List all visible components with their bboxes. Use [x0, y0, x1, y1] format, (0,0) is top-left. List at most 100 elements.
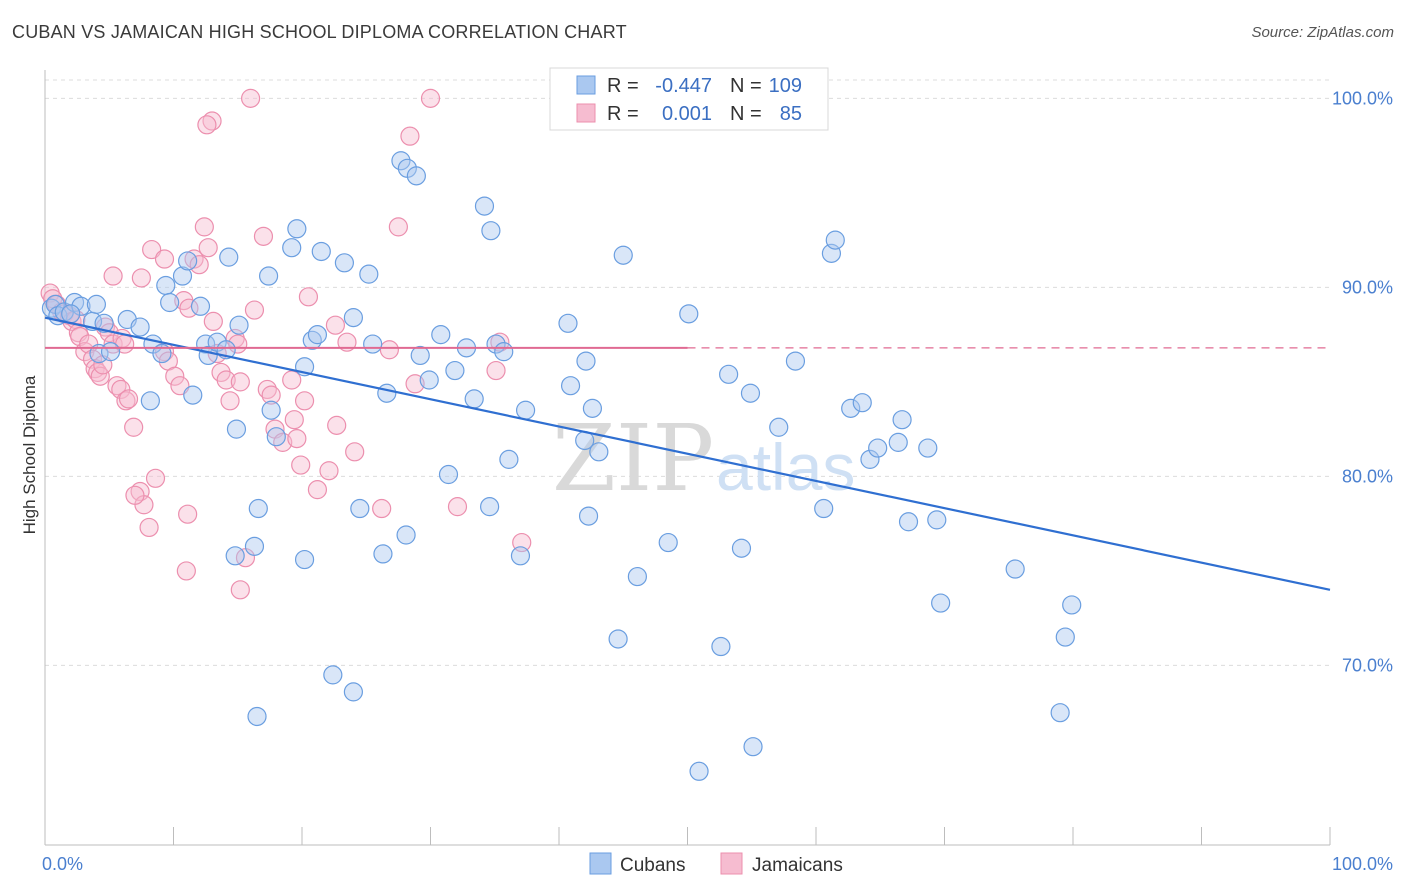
cubans-point-31	[287, 219, 307, 239]
cubans-point-33	[302, 330, 322, 350]
y-tick-label-70: 70.0%	[1342, 655, 1393, 675]
jamaicans-point-88	[405, 374, 425, 394]
jamaicans-point-29	[139, 517, 159, 538]
jamaicans-point-84	[486, 360, 506, 381]
y-tick-labels: 70.0% 80.0% 90.0% 100.0%	[1332, 88, 1393, 675]
cubans-point-59	[582, 398, 603, 418]
cubans-point-44	[410, 345, 430, 366]
jamaicans-point-81	[131, 268, 151, 288]
jamaicans-point-80	[154, 249, 175, 269]
cubans-point-11	[130, 317, 150, 337]
jamaicans-point-87	[327, 415, 347, 435]
cubans-point-24	[229, 315, 249, 335]
cubans-point-98	[627, 566, 647, 587]
jamaicans-point-51	[253, 226, 274, 246]
correlation-legend: R = -0.447 N = 109 R = 0.001 N = 85	[549, 67, 829, 131]
y-axis-label: High School Diploma	[20, 375, 39, 534]
jamaicans-point-38	[189, 255, 209, 275]
y-tick-label-90: 90.0%	[1342, 277, 1393, 297]
jamaicans-point-39	[194, 217, 214, 237]
jamaicans-point-25	[118, 389, 139, 409]
cubans-point-50	[474, 196, 495, 216]
cubans-point-90	[343, 682, 363, 702]
cubans-point-14	[156, 275, 176, 296]
bottom-legend-cubans: Cubans	[620, 855, 686, 876]
jamaicans-point-48	[230, 372, 250, 392]
cubans-point-82	[1055, 627, 1075, 647]
jamaicans-point-72	[241, 88, 261, 108]
cubans-point-94	[480, 497, 500, 517]
cubans-point-102	[689, 761, 709, 781]
jamaicans-point-69	[388, 217, 408, 237]
cubans-point-83	[1062, 595, 1082, 615]
jamaicans-point-70	[400, 126, 420, 146]
jamaicans-point-65	[337, 332, 357, 352]
cubans-point-99	[658, 532, 678, 553]
cubans-point-75	[888, 432, 908, 452]
cubans-point-62	[679, 304, 699, 324]
cubans-point-97	[608, 629, 628, 649]
cubans-point-35	[311, 241, 331, 262]
jamaicans-point-15	[90, 366, 110, 386]
jamaicans-point-71	[420, 88, 441, 108]
cubans-point-77	[898, 512, 919, 532]
jamaicans-point-66	[345, 442, 365, 462]
jamaicans-point-41	[203, 311, 223, 332]
jamaicans-point-45	[220, 391, 240, 411]
jamaicans-point-79	[142, 239, 162, 260]
y-tick-label-100: 100.0%	[1332, 88, 1393, 108]
cubans-point-93	[396, 525, 416, 545]
cubans-point-9	[94, 313, 114, 333]
cubans-point-81	[1005, 559, 1025, 579]
jamaicans-point-78	[178, 504, 198, 524]
cubans-point-8	[100, 342, 121, 362]
jamaicans-point-34	[170, 376, 190, 396]
cubans-points	[41, 151, 1082, 781]
cubans-point-47	[445, 360, 465, 381]
cubans-point-46	[431, 325, 451, 345]
cubans-point-107	[86, 294, 107, 314]
jamaicans-point-40	[198, 238, 218, 258]
jamaicans-point-30	[145, 468, 166, 488]
cubans-point-34	[307, 325, 328, 345]
jamaicans-point-50	[244, 300, 265, 320]
cubans-trend-line	[44, 316, 1331, 591]
cubans-point-60	[589, 442, 609, 462]
legend-r-value-cubans: -0.447	[655, 75, 712, 97]
cubans-point-30	[282, 238, 302, 258]
cubans-point-0	[41, 298, 62, 318]
cubans-point-89	[323, 665, 343, 685]
series-legend: Cubans Jamaicans	[589, 852, 843, 876]
jamaicans-point-33	[165, 366, 185, 386]
legend-n-label-cubans: N =	[730, 75, 762, 97]
cubans-point-5	[71, 296, 91, 316]
bottom-legend-jamaicans: Jamaicans	[752, 855, 843, 876]
cubans-point-85	[225, 546, 245, 566]
jamaicans-point-57	[284, 410, 304, 430]
cubans-point-74	[868, 438, 888, 458]
cubans-point-63	[719, 364, 739, 384]
cubans-point-27	[258, 266, 279, 286]
cubans-point-71	[841, 398, 861, 418]
cubans-point-61	[613, 245, 633, 265]
legend-swatch-cubans	[576, 75, 596, 95]
cubans-point-91	[350, 498, 370, 519]
cubans-point-26	[226, 419, 247, 439]
cubans-point-36	[334, 253, 355, 273]
y-tick-label-80: 80.0%	[1342, 466, 1393, 486]
cubans-point-43	[406, 166, 426, 186]
cubans-point-58	[576, 351, 596, 371]
cubans-point-76	[892, 410, 912, 430]
jamaicans-point-62	[307, 480, 328, 500]
cubans-point-51	[481, 221, 501, 241]
jamaicans-point-64	[325, 315, 346, 335]
bottom-legend-swatch-cubans	[589, 852, 612, 875]
cubans-point-96	[578, 506, 599, 526]
x-tick-label-min: 0.0%	[42, 854, 83, 874]
cubans-point-73	[860, 449, 880, 469]
cubans-point-53	[499, 449, 519, 469]
jamaicans-point-73	[202, 111, 222, 131]
jamaicans-point-61	[298, 287, 319, 307]
legend-n-value-jamaicans: 85	[780, 103, 802, 125]
